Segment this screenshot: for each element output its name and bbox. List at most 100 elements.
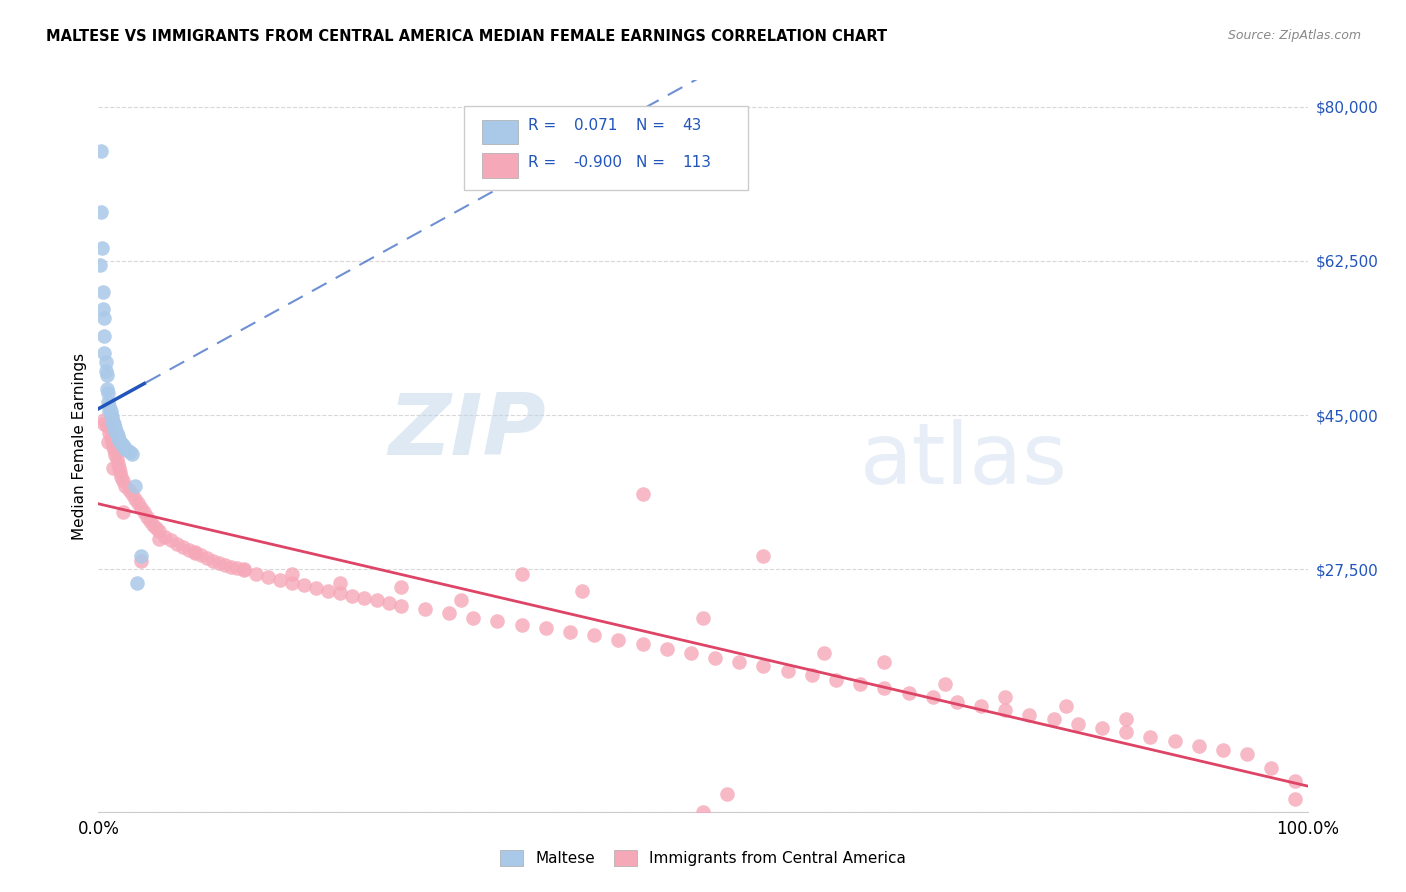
Point [329,586,352,600]
Point [281,566,304,581]
Point [1284,791,1306,805]
Text: 43: 43 [682,118,702,133]
Point [825,673,848,687]
Text: 113: 113 [682,155,711,170]
Point [226,561,249,575]
Point [108,466,131,480]
Point [245,566,267,581]
Point [124,491,146,506]
Point [107,429,129,443]
Point [108,434,131,449]
Point [107,457,129,471]
Point [121,447,143,461]
Point [329,575,352,590]
Point [101,439,124,453]
FancyBboxPatch shape [464,106,748,190]
Point [534,622,557,636]
Point [129,549,152,563]
Point [97,434,120,449]
Point [946,695,969,709]
Point [450,593,472,607]
Text: Source: ZipAtlas.com: Source: ZipAtlas.com [1227,29,1361,42]
Point [134,505,156,519]
Point [100,430,122,444]
Point [655,641,678,656]
Point [510,566,533,581]
Point [105,452,128,467]
Point [114,478,136,492]
Point [1042,712,1064,726]
Point [103,418,125,433]
Point [1139,730,1161,744]
Text: 0.071: 0.071 [574,118,617,133]
Point [873,655,896,669]
Point [389,580,412,594]
Point [96,382,118,396]
Point [127,496,149,510]
Point [110,436,132,450]
Text: -0.900: -0.900 [574,155,623,170]
Point [127,575,149,590]
Point [1115,725,1137,739]
Point [813,646,835,660]
Point [108,461,131,475]
Point [91,241,114,255]
Point [118,445,141,459]
Point [101,415,124,429]
Point [221,559,243,574]
Point [121,487,143,501]
Point [104,448,127,462]
Point [98,425,121,440]
Point [98,400,121,414]
Point [631,487,654,501]
Point [172,541,194,555]
Point [124,478,146,492]
Point [135,509,157,524]
Point [166,537,188,551]
Point [160,533,183,548]
Point [97,395,120,409]
Point [377,596,399,610]
Point [112,440,135,454]
Text: R =: R = [527,155,555,170]
Point [970,698,993,713]
Point [100,434,122,449]
Point [571,584,593,599]
Point [486,615,509,629]
Point [1018,707,1040,722]
Point [105,425,128,440]
Point [1212,743,1234,757]
Point [728,655,751,669]
Point [117,443,139,458]
Point [692,805,714,819]
Point [101,461,124,475]
Point [510,618,533,632]
Point [195,550,218,565]
Text: N =: N = [637,155,665,170]
Point [353,591,375,606]
Point [873,681,896,696]
Point [1091,721,1114,735]
Point [96,368,118,383]
Point [94,355,117,369]
Point [148,524,170,539]
Point [583,628,606,642]
Point [558,624,581,639]
Point [93,329,115,343]
Point [100,403,122,417]
Point [366,593,388,607]
Point [139,514,162,528]
Point [437,607,460,621]
Legend: Maltese, Immigrants from Central America: Maltese, Immigrants from Central America [492,842,914,873]
Point [98,403,121,417]
Point [93,311,115,326]
Point [256,570,278,584]
Point [93,417,115,431]
Point [184,545,207,559]
Point [1163,734,1185,748]
Point [704,650,727,665]
Point [142,518,165,533]
Point [934,677,956,691]
Point [607,632,630,647]
Point [631,637,654,651]
